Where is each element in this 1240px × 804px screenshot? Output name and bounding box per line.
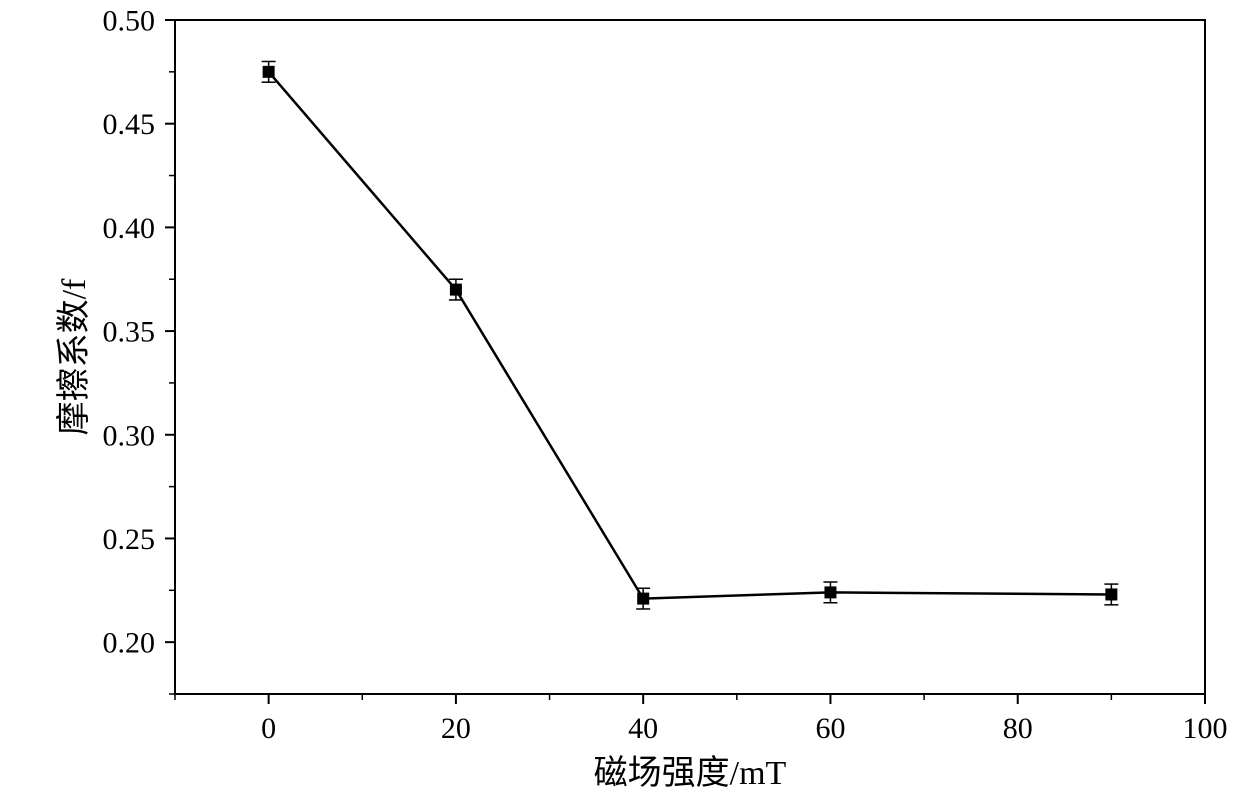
y-tick-label: 0.30 [103, 419, 156, 452]
y-tick-label: 0.25 [103, 523, 156, 556]
x-tick-label: 100 [1183, 712, 1228, 745]
y-axis-title: 摩擦系数/f [55, 278, 93, 435]
x-tick-label: 20 [441, 712, 471, 745]
data-marker [638, 593, 649, 604]
chart-container: 0 20 40 60 80 100 0.20 0.25 0.30 0.35 0.40 0.45 0.50… [0, 0, 1240, 804]
line-chart: 0 20 40 60 80 100 0.20 0.25 0.30 0.35 0.40 0.45 0.50… [0, 0, 1240, 804]
x-tick-label: 40 [628, 712, 658, 745]
y-tick-label: 0.40 [103, 212, 156, 245]
x-tick-label: 80 [1003, 712, 1033, 745]
y-tick-label: 0.50 [103, 5, 156, 38]
data-marker [263, 66, 274, 77]
data-marker [1106, 589, 1117, 600]
x-tick-label: 60 [815, 712, 845, 745]
data-marker [450, 284, 461, 295]
x-tick-label: 0 [261, 712, 276, 745]
y-tick-label: 0.20 [103, 627, 156, 660]
x-axis-title: 磁场强度/mT [594, 754, 787, 792]
y-tick-label: 0.35 [103, 316, 156, 349]
y-tick-label: 0.45 [103, 108, 156, 141]
data-marker [825, 587, 836, 598]
plot-bg [0, 0, 1240, 804]
